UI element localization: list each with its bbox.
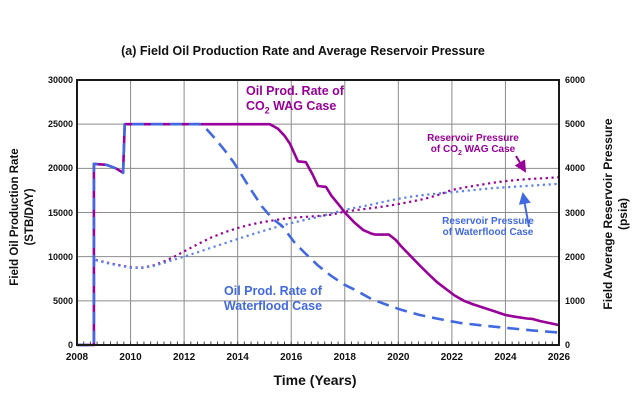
x-tick-label: 2014 xyxy=(226,352,249,363)
waterflood-pressure-arrow xyxy=(518,192,531,228)
x-tick-label: 2024 xyxy=(494,352,517,363)
y-left-tick-label: 10000 xyxy=(47,251,73,262)
annotation-oil-rate-waterflood: Oil Prod. Rate of Waterflood Case xyxy=(223,284,323,313)
y-right-tick-label: 2000 xyxy=(565,251,586,262)
y-right-tick-label: 4000 xyxy=(565,163,586,174)
y-right-tick-label: 5000 xyxy=(565,119,586,130)
x-tick-label: 2018 xyxy=(333,352,356,363)
annotation-oil-rate-co2-wag: Oil Prod. Rate of CO2 WAG Case xyxy=(246,84,344,116)
y-left-tick-label: 20000 xyxy=(47,163,73,174)
y-axis-left-title: Field Oil Production Rate (STB/DAY) xyxy=(9,148,36,286)
x-axis-title: Time (Years) xyxy=(273,372,357,388)
y-right-tick-label: 3000 xyxy=(565,207,586,218)
y-right-tick-label: 0 xyxy=(565,340,571,350)
y-left-tick-label: 25000 xyxy=(47,119,73,130)
series-co2-wag-oil-rate xyxy=(77,122,560,347)
y-left-tick-label: 30000 xyxy=(47,75,73,85)
x-tick-label: 2008 xyxy=(65,352,89,363)
y-axis-right-title: Field Average Reservoir Pressure (psia) xyxy=(601,118,630,310)
x-tick-label: 2010 xyxy=(119,352,142,363)
y-right-tick-label: 1000 xyxy=(565,295,586,306)
x-tick-label: 2012 xyxy=(172,352,196,363)
series-waterflood-oil-rate xyxy=(77,122,560,347)
y-right-tick-label: 6000 xyxy=(565,75,586,85)
y-left-tick-label: 15000 xyxy=(47,207,73,218)
x-tick-label: 2020 xyxy=(387,352,410,363)
annotation-reservoir-pressure-co2-wag: Reservoir Pressure of CO2 WAG Case xyxy=(427,133,519,157)
chart-title: (a) Field Oil Production Rate and Averag… xyxy=(121,44,485,58)
co2-pressure-arrow xyxy=(514,155,527,173)
x-tick-label: 2026 xyxy=(547,352,571,363)
y-left-tick-label: 5000 xyxy=(52,295,73,306)
x-tick-label: 2016 xyxy=(280,352,303,363)
annotation-reservoir-pressure-waterflood: Reservoir Pressure of Waterflood Case xyxy=(442,216,534,238)
series-co2-wag-pressure xyxy=(95,176,560,269)
plot-frame xyxy=(76,79,560,346)
x-tick-label: 2022 xyxy=(440,352,463,363)
y-left-tick-label: 0 xyxy=(67,340,73,350)
